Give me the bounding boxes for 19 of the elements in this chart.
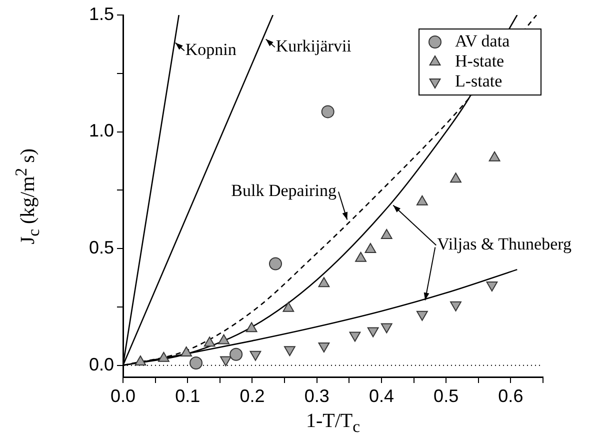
x-tick-label: 0.4 <box>368 386 394 406</box>
x-tick-label: 0.2 <box>240 386 265 406</box>
x-axis-title: 1-T/T$_{c}$ <box>306 410 360 437</box>
legend-label: AV data <box>455 31 510 50</box>
x-tick-label: 0.6 <box>498 386 524 406</box>
y-tick-label: 0.5 <box>88 238 114 258</box>
legend-label: H-state <box>455 51 504 70</box>
legend-label: L-state <box>455 71 502 90</box>
y-tick-label: 0.0 <box>88 354 114 374</box>
x-tick-label: 0.0 <box>110 386 136 406</box>
annotation: Kopnin <box>185 40 237 60</box>
y-tick-label: 1.5 <box>88 4 114 24</box>
annotation: Bulk Depairing <box>231 181 337 200</box>
annotation: Kurkijärvii <box>276 36 352 56</box>
x-tick-label: 0.3 <box>304 386 330 406</box>
annotation: Viljas & Thuneberg <box>437 234 572 254</box>
x-tick-label: 0.5 <box>434 386 459 406</box>
x-tick-label: 0.1 <box>175 386 200 406</box>
y-tick-label: 1.0 <box>88 120 114 141</box>
